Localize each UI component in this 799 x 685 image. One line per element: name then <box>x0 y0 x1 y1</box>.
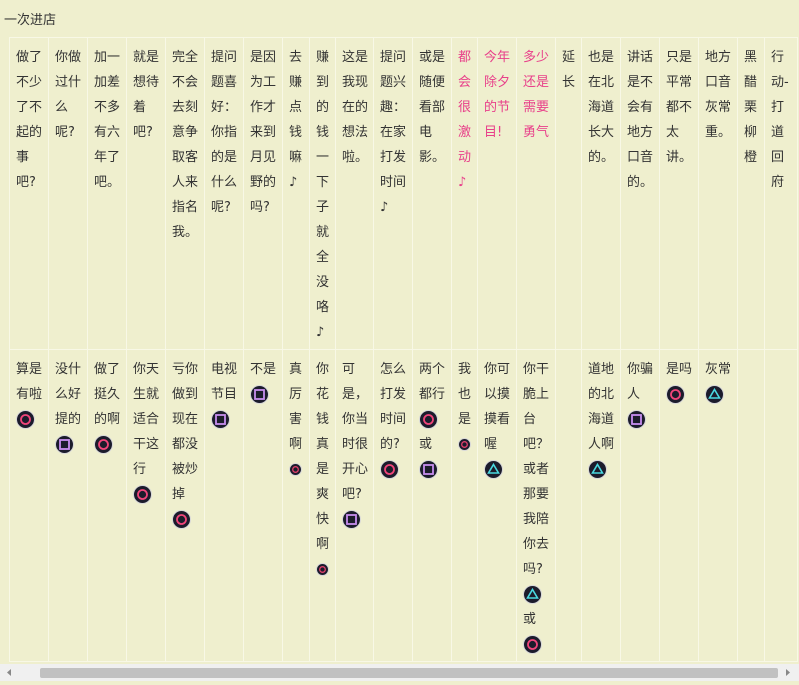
cell: 你骗人 <box>620 349 660 662</box>
cell-text: 不是 <box>250 362 277 377</box>
cell-text: 真厉害啊 <box>289 362 303 452</box>
cell: 道地的北海道人啊 <box>581 349 621 662</box>
cell: 讲话是不会有地方口音的。 <box>620 37 660 350</box>
cell: 真厉害啊 <box>282 349 310 662</box>
cell: 都会很激动♪ <box>451 37 478 350</box>
cell-text: 怎么打发时间的? <box>380 362 407 452</box>
button-icon-circle <box>16 410 35 429</box>
cell-text: 两个都行 <box>419 362 446 402</box>
cell: 做了挺久的啊 <box>87 349 127 662</box>
cell-text: 灰常 <box>705 362 732 377</box>
button-icon-circle <box>133 485 152 504</box>
cell: 你可以摸摸看喔 <box>477 349 517 662</box>
cell: 可是，你当时很开心吧? <box>335 349 374 662</box>
cell-text: 没什么好提的 <box>55 362 82 427</box>
cell-text: 算是有啦 <box>16 362 43 402</box>
cell-text: 你天生就适合干这行 <box>133 362 160 477</box>
button-icon-circle <box>419 410 438 429</box>
cell-text: 你可以摸摸看喔 <box>484 362 511 452</box>
cell: 不是 <box>243 349 283 662</box>
cell: 去赚点钱嘛♪ <box>282 37 310 350</box>
button-icon-square <box>250 385 269 404</box>
cell <box>764 349 798 662</box>
cell: 你干脆上台吧？或者那要我陪你去吗? 或 <box>516 349 556 662</box>
cell: 赚到的钱一下子就全没咯♪ <box>309 37 336 350</box>
table-wrap: 做了不少了不起的事吧? 你做过什么呢? 加一加差不多有六年了吧。 就是想待着吧? 完全不… <box>9 37 799 663</box>
button-icon-circle <box>94 435 113 454</box>
cell: 做了不少了不起的事吧? <box>9 37 49 350</box>
cell: 是因为工作才来到月见野的吗? <box>243 37 283 350</box>
button-icon-circle <box>523 635 542 654</box>
cell-text: 亏你做到现在都没被炒掉 <box>172 362 199 502</box>
cell: 完全不会去刻意争取客人来指名我。 <box>165 37 205 350</box>
cell: 加一加差不多有六年了吧。 <box>87 37 127 350</box>
button-icon-triangle <box>523 585 542 604</box>
cell: 你花钱真是爽快啊 <box>309 349 336 662</box>
cell: 黑醋栗柳橙 <box>737 37 765 350</box>
cell: 也是在北海道长大的。 <box>581 37 621 350</box>
cell: 提问题兴趣：在家打发时间♪ <box>373 37 413 350</box>
cell: 没什么好提的 <box>48 349 88 662</box>
cell-text: 可是，你当时很开心吧? <box>342 362 369 502</box>
cell: 电视节目 <box>204 349 244 662</box>
cell: 只是平常都不太讲。 <box>659 37 699 350</box>
table: 做了不少了不起的事吧? 你做过什么呢? 加一加差不多有六年了吧。 就是想待着吧? 完全不… <box>9 37 798 662</box>
cell: 怎么打发时间的? <box>373 349 413 662</box>
scroll-thumb[interactable] <box>40 668 778 678</box>
title: 一次进店 <box>4 13 57 28</box>
button-icon-square <box>55 435 74 454</box>
cell: 这是我现在的想法啦。 <box>335 37 374 350</box>
cell: 你做过什么呢? <box>48 37 88 350</box>
cell: 我也是 <box>451 349 478 662</box>
cell <box>555 349 582 662</box>
button-icon-dot <box>289 463 302 476</box>
cell-text: 电视节目 <box>211 362 238 402</box>
button-icon-square <box>627 410 646 429</box>
cell: 今年除夕的节目! <box>477 37 517 350</box>
button-icon-circle <box>666 385 685 404</box>
cell: 提问题喜好：你指的是什么呢? <box>204 37 244 350</box>
row: 做了不少了不起的事吧? 你做过什么呢? 加一加差不多有六年了吧。 就是想待着吧? 完全不… <box>9 37 798 350</box>
row: 算是有啦 没什么好提的 做了挺久的啊 你天生就适合干这行 亏你做到现在都没被炒掉 电视节目… <box>9 349 798 662</box>
button-icon-square <box>211 410 230 429</box>
cell-text: 我也是 <box>458 362 472 427</box>
cell: 地方口音灰常重。 <box>698 37 738 350</box>
cell-text: 道地的北海道人啊 <box>588 362 615 452</box>
cell: 延长 <box>555 37 582 350</box>
cell: 你天生就适合干这行 <box>126 349 166 662</box>
button-icon-dot <box>316 563 329 576</box>
button-icon-circle <box>380 460 399 479</box>
cell-text: 做了挺久的啊 <box>94 362 121 427</box>
scrollbar[interactable] <box>0 664 799 681</box>
cell: 就是想待着吧? <box>126 37 166 350</box>
scroll-arrows <box>7 669 790 676</box>
cell-text: 或 <box>419 437 433 452</box>
cell: 两个都行或 <box>412 349 452 662</box>
button-icon-triangle <box>705 385 724 404</box>
cell: 或是随便看部电影。 <box>412 37 452 350</box>
cell: 算是有啦 <box>9 349 49 662</box>
cell: 亏你做到现在都没被炒掉 <box>165 349 205 662</box>
cell-text: 你骗人 <box>627 362 654 402</box>
cell: 灰常 <box>698 349 738 662</box>
button-icon-square <box>419 460 438 479</box>
cell-text: 是吗 <box>666 362 693 377</box>
cell: 行动-打道回府 <box>764 37 798 350</box>
cell: 是吗 <box>659 349 699 662</box>
button-icon-triangle <box>588 460 607 479</box>
cell <box>737 349 765 662</box>
cell-text: 你干脆上台吧？或者那要我陪你去吗? <box>523 362 550 577</box>
button-icon-triangle <box>484 460 503 479</box>
button-icon-square <box>342 510 361 529</box>
cell-text: 你花钱真是爽快啊 <box>316 362 330 552</box>
cell-text: 或 <box>523 612 537 627</box>
cell: 多少还是需要勇气 <box>516 37 556 350</box>
button-icon-circle <box>172 510 191 529</box>
button-icon-dot <box>458 438 471 451</box>
